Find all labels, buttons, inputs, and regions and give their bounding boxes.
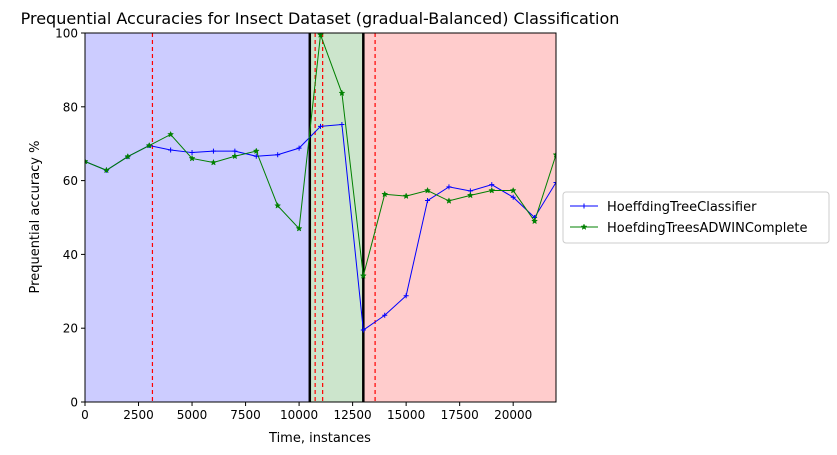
data-point — [339, 122, 345, 128]
data-point — [381, 190, 389, 198]
data-point — [445, 197, 453, 204]
data-point — [189, 150, 195, 156]
data-point — [403, 293, 409, 299]
data-point — [510, 194, 516, 200]
y-tick-label: 60 — [63, 174, 78, 188]
data-point — [295, 224, 303, 232]
x-tick-label: 12500 — [334, 408, 372, 422]
x-tick-label: 0 — [81, 408, 89, 422]
legend-box — [562, 191, 830, 244]
x-tick-label: 17500 — [441, 408, 479, 422]
series-0 — [85, 122, 556, 333]
data-point — [531, 217, 539, 225]
data-point — [488, 186, 496, 194]
x-tick-label: 20000 — [494, 408, 532, 422]
x-axis-label: Time, instances — [268, 431, 371, 446]
data-point — [85, 157, 89, 165]
x-tick-label: 10000 — [280, 408, 318, 422]
data-point — [168, 147, 174, 153]
data-point — [552, 151, 556, 158]
data-point — [466, 191, 474, 199]
series-1 — [85, 33, 556, 279]
region-1 — [309, 33, 364, 402]
y-axis-label: Prequential accuracy % — [28, 141, 43, 294]
legend-marker-series-0 — [581, 203, 587, 209]
data-point — [359, 272, 367, 279]
data-point — [102, 166, 110, 174]
data-point — [446, 184, 452, 190]
data-point — [209, 158, 217, 166]
x-tick-label: 15000 — [387, 408, 425, 422]
y-tick-label: 20 — [63, 322, 78, 336]
data-point — [124, 152, 132, 160]
y-tick-label: 0 — [70, 396, 78, 410]
data-point — [338, 89, 346, 97]
data-point — [274, 202, 282, 209]
region-2 — [363, 33, 556, 402]
x-tick-label: 7500 — [230, 408, 261, 422]
x-tick-label: 5000 — [177, 408, 208, 422]
data-point — [296, 145, 302, 151]
data-point — [424, 186, 432, 194]
data-point — [318, 123, 323, 129]
data-point — [489, 182, 495, 188]
plot-area: 0 2500 5000 7500 10000 12500 15000 17500 20000 0 2… — [55, 27, 557, 422]
legend-label-series-0: HoeffdingTreeClassifier — [607, 200, 757, 215]
data-point — [188, 154, 196, 162]
data-point — [231, 152, 239, 160]
chart-title: Prequential Accuracies for Insect Datase… — [21, 9, 620, 28]
series-group — [85, 33, 556, 333]
legend-label-series-1: HoefdingTreesADWINComplete — [607, 221, 807, 236]
legend: HoeffdingTreeClassifier HoefdingTreesADW… — [562, 191, 830, 244]
x-tick-label: 2500 — [123, 408, 154, 422]
data-point — [402, 192, 410, 200]
data-point — [382, 312, 388, 318]
data-point — [167, 130, 175, 138]
data-point — [360, 327, 366, 333]
data-point — [553, 179, 556, 185]
data-point — [252, 147, 260, 155]
y-tick-label: 40 — [63, 248, 78, 262]
data-point — [145, 141, 153, 149]
data-point — [317, 33, 324, 38]
legend-marker-series-1 — [580, 223, 588, 230]
axes-frame — [84, 32, 557, 403]
data-point — [275, 152, 281, 158]
data-point — [425, 198, 431, 204]
data-point — [509, 186, 517, 194]
region-0 — [85, 33, 310, 402]
data-point — [210, 148, 216, 154]
y-tick-label: 100 — [55, 27, 78, 41]
y-tick-label: 80 — [63, 100, 78, 114]
